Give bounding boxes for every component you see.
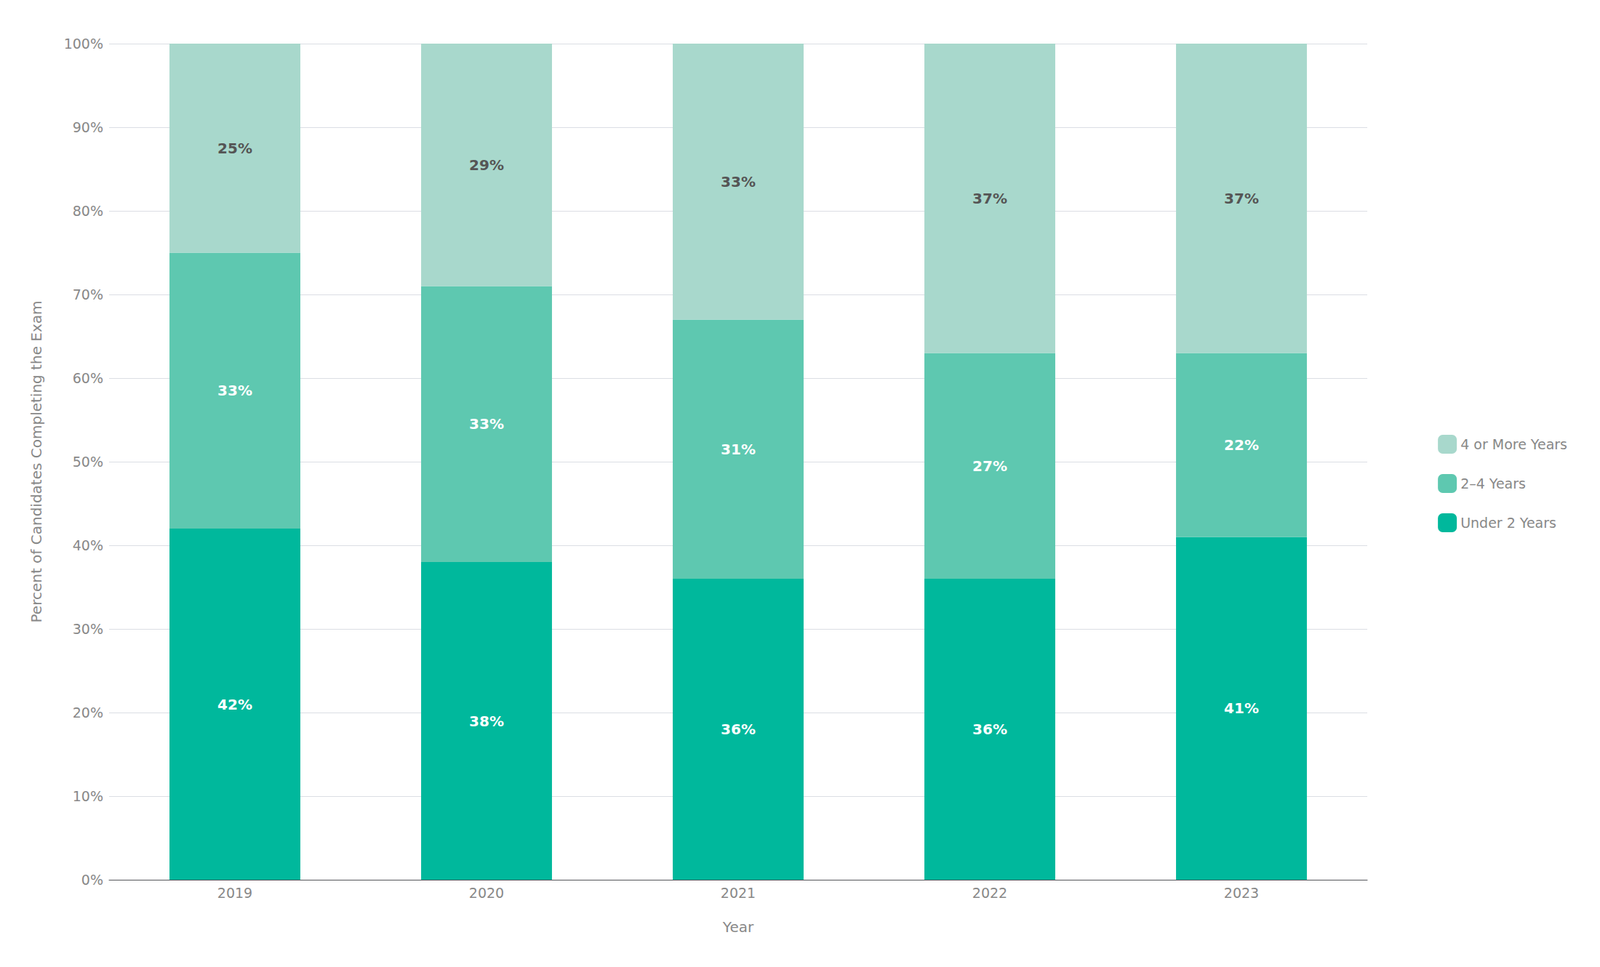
svg-text:33%: 33%: [469, 415, 504, 433]
svg-text:100%: 100%: [64, 35, 104, 52]
svg-text:29%: 29%: [469, 156, 504, 174]
svg-text:42%: 42%: [217, 696, 253, 714]
svg-text:25%: 25%: [217, 139, 253, 158]
svg-text:Under 2 Years: Under 2 Years: [1460, 514, 1557, 531]
svg-text:Percent of Candidates Completi: Percent of Candidates Completing the Exa…: [27, 300, 46, 623]
svg-text:37%: 37%: [972, 189, 1008, 208]
svg-text:41%: 41%: [1224, 699, 1259, 718]
svg-text:2020: 2020: [469, 885, 504, 902]
svg-text:33%: 33%: [217, 381, 253, 400]
svg-text:36%: 36%: [720, 720, 756, 739]
svg-text:2–4 Years: 2–4 Years: [1460, 475, 1526, 492]
svg-text:27%: 27%: [972, 457, 1008, 475]
svg-text:31%: 31%: [720, 440, 756, 459]
svg-text:50%: 50%: [72, 453, 104, 470]
svg-text:0%: 0%: [81, 872, 104, 888]
svg-text:70%: 70%: [72, 286, 104, 303]
svg-text:2022: 2022: [972, 885, 1008, 902]
svg-text:2023: 2023: [1224, 885, 1259, 902]
svg-text:2019: 2019: [217, 885, 253, 902]
svg-text:30%: 30%: [72, 621, 104, 638]
svg-text:60%: 60%: [72, 370, 104, 387]
svg-text:10%: 10%: [72, 788, 104, 805]
svg-text:90%: 90%: [72, 119, 104, 136]
svg-text:40%: 40%: [72, 537, 104, 554]
svg-text:37%: 37%: [1224, 189, 1259, 208]
svg-text:36%: 36%: [972, 720, 1008, 739]
svg-text:80%: 80%: [72, 202, 104, 219]
svg-text:4 or More Years: 4 or More Years: [1460, 436, 1568, 453]
svg-text:33%: 33%: [720, 173, 756, 191]
svg-text:22%: 22%: [1224, 436, 1259, 454]
svg-text:Year: Year: [722, 918, 755, 936]
svg-text:2021: 2021: [720, 885, 756, 902]
svg-text:38%: 38%: [469, 712, 504, 731]
svg-text:20%: 20%: [72, 704, 104, 721]
